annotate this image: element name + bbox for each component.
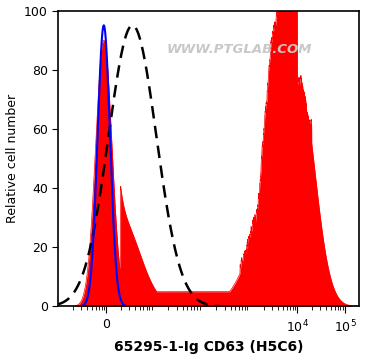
X-axis label: 65295-1-Ig CD63 (H5C6): 65295-1-Ig CD63 (H5C6) [114,341,304,355]
Y-axis label: Relative cell number: Relative cell number [5,94,19,223]
Text: WWW.PTGLAB.COM: WWW.PTGLAB.COM [166,42,312,55]
